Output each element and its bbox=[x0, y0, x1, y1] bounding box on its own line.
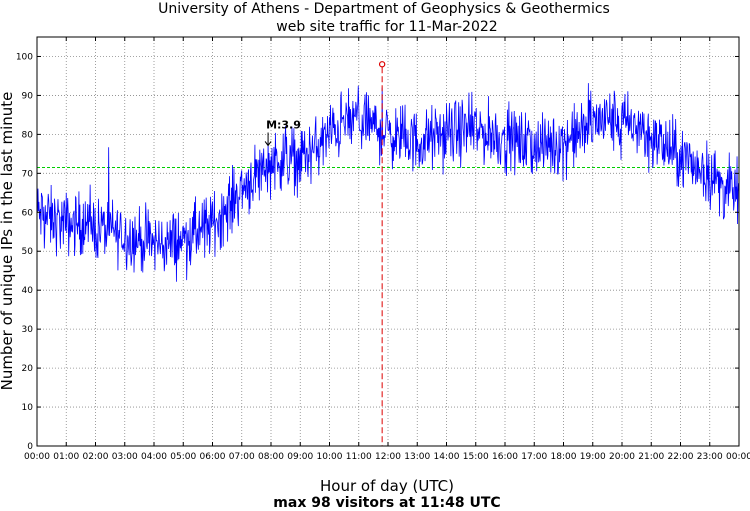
grid bbox=[37, 37, 739, 446]
x-tick-label: 21:00 bbox=[638, 452, 664, 462]
x-tick-label: 00:00 bbox=[726, 452, 750, 462]
x-tick-label: 02:00 bbox=[83, 452, 109, 462]
x-tick-label: 15:00 bbox=[463, 452, 489, 462]
y-tick-label: 90 bbox=[22, 91, 34, 101]
x-tick-label: 23:00 bbox=[697, 452, 723, 462]
y-tick-label: 0 bbox=[27, 442, 33, 452]
y-tick-label: 70 bbox=[22, 169, 34, 179]
x-tick-label: 13:00 bbox=[404, 452, 430, 462]
x-tick-label: 16:00 bbox=[492, 452, 518, 462]
x-tick-label: 06:00 bbox=[200, 452, 226, 462]
y-axis-ticks: 0 10 20 30 40 50 60 70 80 90 100 bbox=[16, 52, 739, 452]
x-tick-label: 07:00 bbox=[229, 452, 255, 462]
x-tick-label: 08:00 bbox=[258, 452, 284, 462]
y-tick-label: 20 bbox=[22, 364, 34, 374]
x-tick-label: 17:00 bbox=[521, 452, 547, 462]
y-axis-label: Number of unique IPs in the last minute bbox=[0, 92, 16, 391]
y-tick-label: 40 bbox=[22, 286, 34, 296]
x-tick-label: 11:00 bbox=[346, 452, 372, 462]
annotation-group: M:3.9 bbox=[264, 118, 301, 147]
chart-title: University of Athens - Department of Geo… bbox=[158, 1, 610, 17]
y-tick-label: 100 bbox=[16, 52, 33, 62]
chart-footer: max 98 visitors at 11:48 UTC bbox=[273, 495, 500, 511]
x-axis-ticks: 00:00 01:00 02:00 03:00 04:00 05:00 06:00 07:00… bbox=[24, 37, 750, 462]
x-tick-label: 19:00 bbox=[580, 452, 606, 462]
annotation-label: M:3.9 bbox=[266, 118, 301, 131]
x-tick-label: 14:00 bbox=[434, 452, 460, 462]
x-tick-label: 12:00 bbox=[375, 452, 401, 462]
x-axis-label: Hour of day (UTC) bbox=[320, 477, 454, 495]
y-tick-label: 30 bbox=[22, 325, 34, 335]
chart-subtitle: web site traffic for 11-Mar-2022 bbox=[276, 19, 497, 35]
series-group bbox=[36, 83, 740, 282]
x-tick-label: 20:00 bbox=[609, 452, 635, 462]
y-tick-label: 50 bbox=[22, 247, 34, 257]
y-tick-label: 10 bbox=[22, 403, 34, 413]
x-tick-label: 01:00 bbox=[53, 452, 79, 462]
x-tick-label: 03:00 bbox=[112, 452, 138, 462]
x-tick-label: 09:00 bbox=[287, 452, 313, 462]
x-tick-label: 00:00 bbox=[24, 452, 50, 462]
max-marker-point bbox=[378, 61, 386, 68]
y-tick-label: 60 bbox=[22, 208, 34, 218]
series-line bbox=[36, 83, 740, 282]
x-tick-label: 04:00 bbox=[141, 452, 167, 462]
max-marker-group bbox=[378, 61, 386, 446]
x-tick-label: 22:00 bbox=[668, 452, 694, 462]
x-tick-label: 05:00 bbox=[170, 452, 196, 462]
x-tick-label: 18:00 bbox=[551, 452, 577, 462]
x-tick-label: 10:00 bbox=[317, 452, 343, 462]
annotation-arrowhead bbox=[264, 141, 272, 147]
y-tick-label: 80 bbox=[22, 130, 34, 140]
